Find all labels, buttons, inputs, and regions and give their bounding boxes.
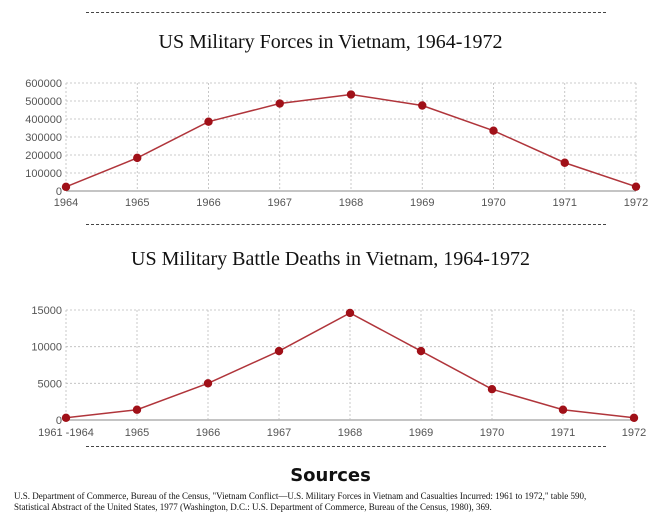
data-point xyxy=(275,99,284,108)
x-tick-label: 1964 xyxy=(54,197,78,209)
x-tick-label: 1967 xyxy=(268,197,292,209)
x-tick-label: 1971 xyxy=(553,197,577,209)
data-point xyxy=(133,153,142,163)
x-tick-label: 1966 xyxy=(196,427,220,439)
y-tick-label: 500000 xyxy=(25,96,62,108)
data-point xyxy=(558,405,568,414)
data-point xyxy=(61,413,71,422)
divider xyxy=(86,446,606,447)
data-point xyxy=(274,346,284,356)
data-point xyxy=(487,385,497,394)
x-tick-label: 1968 xyxy=(339,197,363,209)
x-tick-label: 1967 xyxy=(267,427,291,439)
chart-title-forces: US Military Forces in Vietnam, 1964-1972 xyxy=(158,31,503,53)
x-tick-label: 1965 xyxy=(125,427,149,439)
y-tick-label: 0 xyxy=(56,415,62,427)
deaths-chart: 0 5000 10000 15000 1961 -1964 1965 1966 1967 196… xyxy=(31,305,646,439)
data-point xyxy=(204,117,213,126)
data-point xyxy=(560,158,569,167)
x-tick-label: 1971 xyxy=(551,427,575,439)
x-tick-label: 1970 xyxy=(481,197,505,209)
x-tick-label: 1961 -1964 xyxy=(38,427,94,439)
y-tick-label: 5000 xyxy=(38,378,62,390)
divider xyxy=(86,224,606,225)
data-point xyxy=(629,413,639,422)
data-point xyxy=(346,90,356,99)
x-tick-label: 1968 xyxy=(338,427,362,439)
y-tick-label: 300000 xyxy=(25,132,62,144)
y-tick-label: 10000 xyxy=(31,342,62,354)
y-tick-label: 400000 xyxy=(25,114,62,126)
data-point xyxy=(203,379,213,388)
x-tick-label: 1972 xyxy=(624,197,648,209)
x-tick-label: 1965 xyxy=(125,197,149,209)
y-tick-label: 200000 xyxy=(25,150,62,162)
x-tick-label: 1969 xyxy=(409,427,433,439)
forces-chart: 0 100000 200000 300000 400000 500000 600000 196… xyxy=(25,78,648,209)
data-point xyxy=(61,182,71,192)
y-tick-label: 0 xyxy=(56,186,62,198)
divider xyxy=(86,12,606,13)
data-point xyxy=(132,405,142,414)
x-tick-label: 1966 xyxy=(196,197,220,209)
sources-heading: Sources xyxy=(290,465,371,486)
y-tick-label: 600000 xyxy=(25,78,62,90)
x-tick-label: 1972 xyxy=(622,427,646,439)
data-point xyxy=(489,126,498,135)
x-tick-label: 1970 xyxy=(480,427,504,439)
y-tick-label: 15000 xyxy=(31,305,62,317)
data-point xyxy=(631,182,641,191)
chart-title-deaths: US Military Battle Deaths in Vietnam, 19… xyxy=(131,248,530,270)
x-tick-label: 1969 xyxy=(410,197,434,209)
data-point xyxy=(416,346,426,356)
data-point xyxy=(345,308,355,318)
y-tick-label: 100000 xyxy=(25,168,62,180)
data-point xyxy=(418,101,427,110)
sources-text: U.S. Department of Commerce, Bureau of t… xyxy=(14,491,587,512)
